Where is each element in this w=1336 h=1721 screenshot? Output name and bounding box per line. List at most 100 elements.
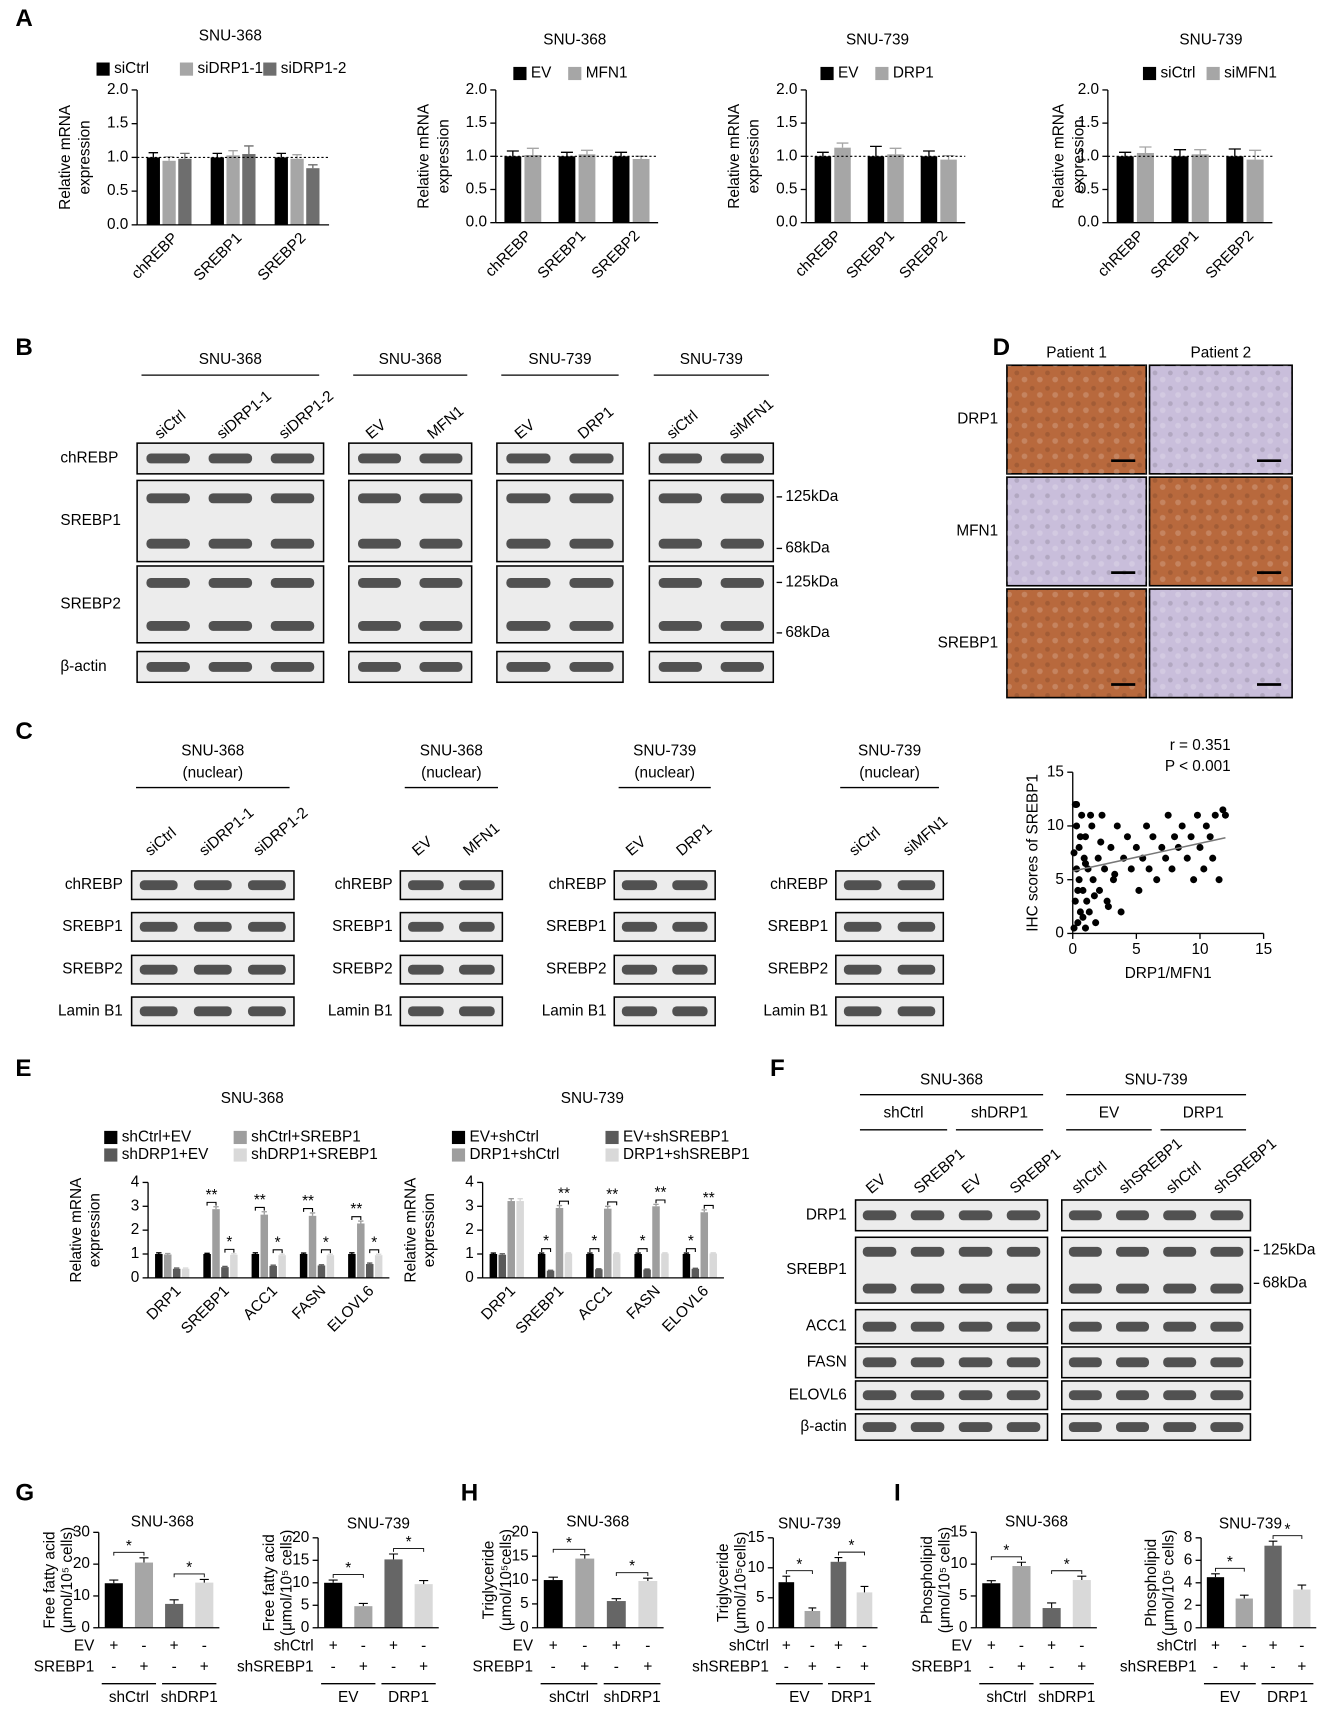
point [1097,838,1105,846]
x-tick-label: chREBP [1095,227,1148,280]
significance-label: * [848,1538,854,1555]
bar [195,1582,214,1628]
annotation: P < 0.001 [1165,758,1231,775]
x-tick-label: 0 [1068,941,1077,958]
y-axis-title: expression [77,120,94,194]
error-bar [1047,1602,1057,1609]
error-bar [222,1265,228,1268]
blot-band [506,661,551,672]
bar [1235,1598,1253,1628]
blot-band [1210,1357,1244,1368]
legend-label: siCtrl [114,60,149,77]
blot-band [658,661,703,672]
error-bar [1016,1561,1026,1567]
bar [165,1603,184,1628]
blot-band [1006,1283,1041,1294]
blot-band [910,1390,945,1401]
condition-mark: - [1049,1658,1054,1675]
blot-band [459,921,495,932]
point [1145,865,1153,873]
condition-label: EV [951,1637,972,1654]
blot-band [146,453,190,464]
y-tick-label: 15 [950,1523,967,1540]
bar [578,154,596,223]
bar [1191,154,1209,223]
y-tick-label: 15 [292,1551,309,1568]
error-bar [587,1252,593,1255]
condition-mark: - [1299,1637,1304,1654]
point [1094,854,1102,862]
error-bar [327,1253,334,1256]
error-bar [419,1579,429,1585]
blot-frame [496,565,624,644]
x-tick-label: SREBP2 [1202,227,1257,282]
y-tick-label: 0 [131,1269,140,1286]
error-bar [1228,148,1241,157]
bar [299,1254,308,1278]
lane-label: EV [959,1171,986,1198]
bar [643,1269,651,1278]
significance-bracket [703,1204,714,1209]
blot-band [419,577,463,588]
row-label: β-actin [60,658,106,675]
y-tick-label: 5 [301,1596,310,1613]
blot-band [1163,1210,1197,1221]
error-bar [367,1262,373,1265]
lane-label: siCtrl [846,824,884,859]
error-bar [923,150,935,157]
condition-label: shCtrl [1157,1637,1197,1654]
y-tick-label: 0.5 [776,181,797,198]
error-bar [231,1253,237,1255]
chart-title: SNU-368 [221,1090,284,1107]
blot-frame [496,479,624,563]
error-bar [986,1580,996,1584]
y-tick-label: 1 [131,1245,140,1262]
blot-band [1163,1246,1197,1257]
bar [524,154,542,223]
chart-title: SNU-739 [347,1516,410,1533]
error-bar [1211,1573,1220,1578]
bar [537,1254,546,1278]
point [1109,876,1117,884]
condition-mark: - [1242,1637,1247,1654]
y-tick-label: 0.5 [107,182,128,199]
error-bar [244,145,254,155]
blot-band [1163,1357,1197,1368]
condition-mark: + [359,1658,368,1675]
blot-title: SNU-368 [420,742,483,759]
y-tick-label: 2 [131,1221,140,1238]
error-bar [292,154,302,159]
condition-mark: + [1211,1637,1220,1654]
error-bar [199,1578,209,1583]
blot-band [843,921,882,932]
condition-label: EV [74,1637,95,1654]
point [1193,811,1201,819]
bar [290,158,304,225]
y-tick-label: 4 [465,1173,474,1190]
bar [575,1558,595,1628]
bar [516,1201,524,1278]
blot-band [720,620,765,631]
error-bar [213,1206,219,1210]
y-tick-label: 5 [520,1595,529,1612]
significance-label: * [591,1233,597,1250]
significance-label: ** [703,1190,715,1207]
error-bar [252,1252,259,1255]
blot-band [1163,1321,1197,1332]
significance-label: * [275,1234,281,1251]
y-tick-label: 1.0 [776,147,797,164]
significance-label: * [323,1234,329,1251]
y-tick-label: 3 [131,1197,140,1214]
error-bar [328,1579,338,1583]
blot-title: SNU-368 [379,351,442,368]
legend-swatch [104,1130,118,1145]
panel-letter: D [993,334,1010,361]
blot-band [506,493,551,504]
y-tick-label: 2.0 [107,81,128,98]
condition-mark: + [1240,1658,1249,1675]
significance-label: ** [302,1193,314,1210]
bar [778,1582,795,1628]
subgroup-label: shDRP1 [971,1104,1028,1121]
lane-label: shSREBP1 [1210,1135,1280,1197]
error-bar [358,1220,364,1224]
